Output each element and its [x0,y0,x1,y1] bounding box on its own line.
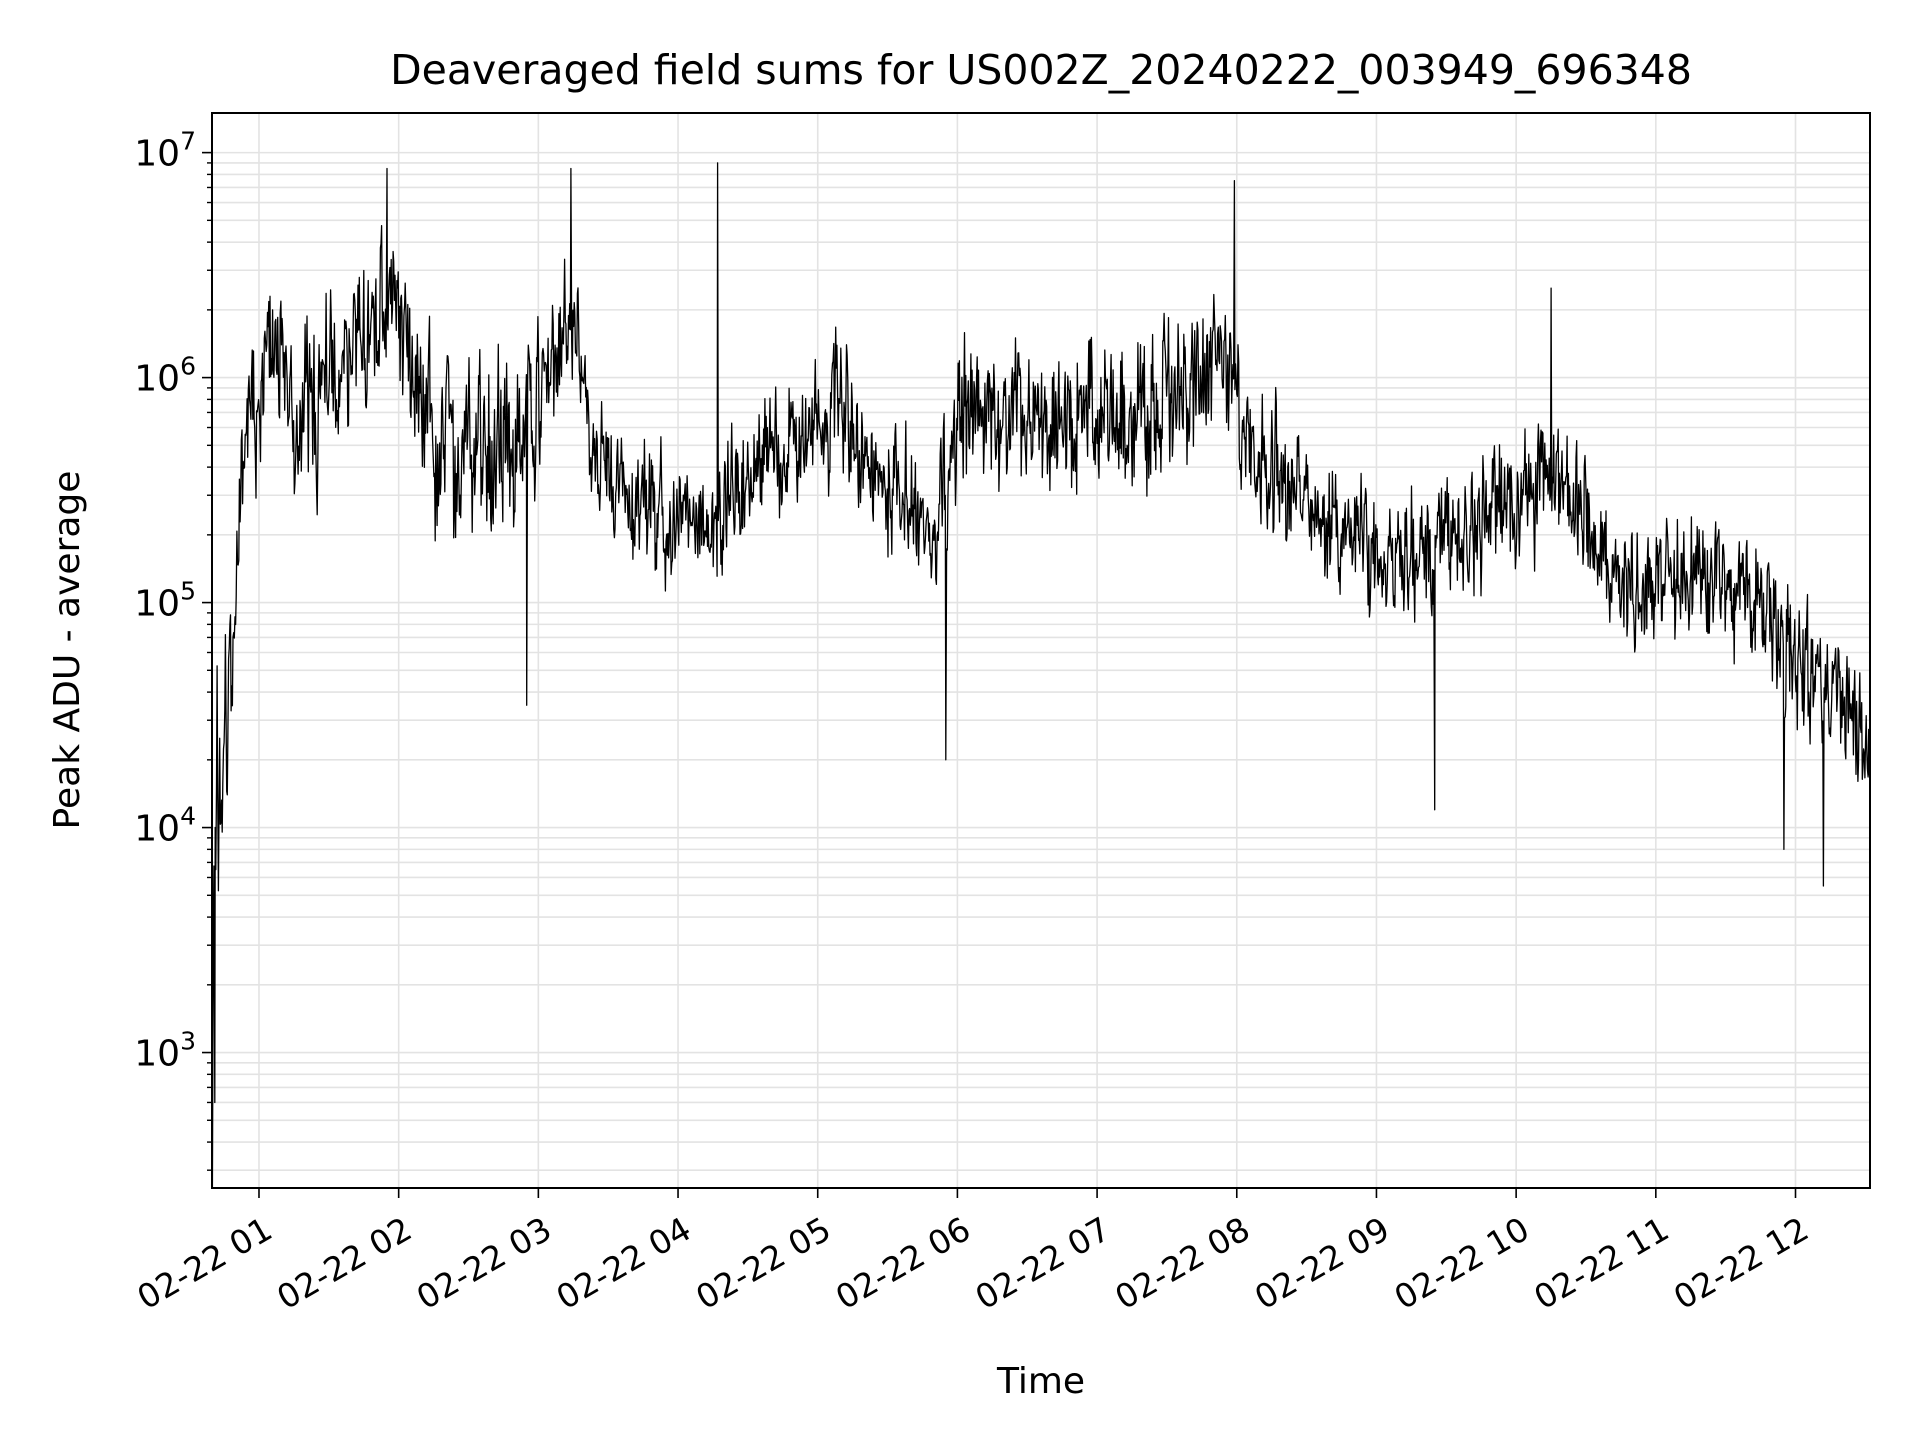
y-tick-label: 104 [134,802,196,850]
series-layer [211,162,1871,1189]
x-axis-label: Time [996,1361,1085,1402]
y-axis-label: Peak ADU - average [47,471,88,830]
plot-frame [211,112,1871,1189]
grid [212,113,1870,1188]
y-tick-label: 103 [134,1027,196,1075]
series-line [211,162,1871,1189]
y-axis: 103 104 105 106 107 [134,127,212,1171]
y-tick-label: 105 [134,577,196,625]
y-tick-label: 106 [134,352,196,400]
y-tick-label: 107 [134,127,196,175]
chart-title: Deaveraged field sums for US002Z_2024022… [390,46,1692,94]
